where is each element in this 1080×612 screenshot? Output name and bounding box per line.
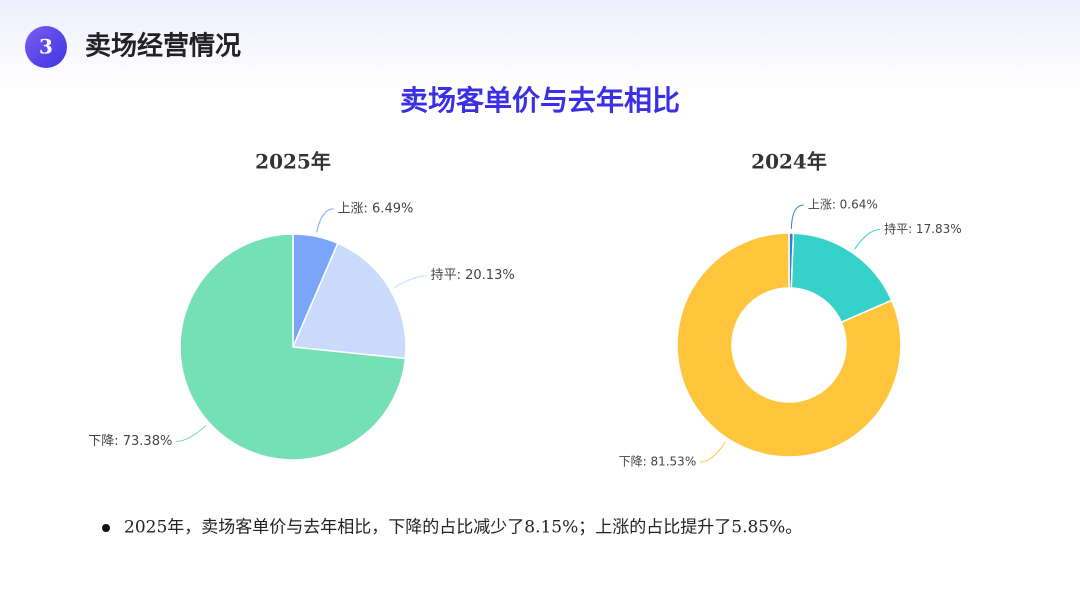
data-label: 上涨: 6.49% [338, 201, 414, 216]
leader-line [700, 441, 726, 463]
data-label: 持平: 20.13% [431, 268, 515, 283]
slice [179, 233, 407, 461]
main-title: 卖场客单价与去年相比 [400, 84, 680, 117]
header-band [0, 0, 1080, 90]
data-label: 下降: 81.53% [619, 455, 697, 469]
chart-title: 2024年 [751, 150, 827, 174]
section-badge [25, 26, 67, 68]
slice [676, 232, 902, 458]
bullet [102, 524, 110, 532]
data-label: 上涨: 0.64% [808, 197, 878, 212]
data-label: 持平: 17.83% [884, 221, 962, 236]
section-number: 3 [39, 35, 53, 59]
slice [291, 242, 407, 360]
leader-line [316, 208, 334, 233]
leader-line [854, 228, 881, 250]
data-label: 下降: 73.38% [88, 434, 172, 449]
section-title: 卖场经营情况 [85, 31, 241, 62]
leader-line [790, 204, 804, 230]
leader-line [176, 425, 207, 443]
chart-title: 2025年 [255, 150, 331, 174]
note: 2025年，卖场客单价与去年相比，下降的占比减少了8.15%；上涨的占比提升了5… [124, 518, 802, 538]
leader-line [393, 275, 427, 289]
